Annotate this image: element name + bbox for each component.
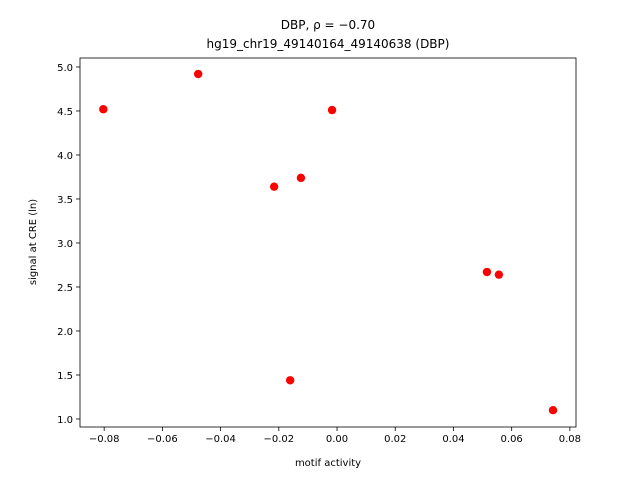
x-tick-label: 0.04 [442, 434, 464, 445]
y-tick-label: 3.5 [57, 195, 73, 206]
x-tick-label: −0.02 [263, 434, 294, 445]
point [296, 173, 306, 183]
y-tick-label: 4.5 [57, 107, 73, 118]
x-axis-label: motif activity [295, 458, 361, 469]
point [327, 105, 337, 115]
y-tick-label: 2.0 [57, 327, 73, 338]
y-tick-label: 1.5 [57, 371, 73, 382]
x-tick-label: 0.06 [501, 434, 523, 445]
y-tick-label: 1.0 [57, 415, 73, 426]
x-tick-label: −0.04 [205, 434, 236, 445]
y-tick-label: 4.0 [57, 151, 73, 162]
x-tick-label: −0.06 [147, 434, 178, 445]
y-tick-label: 2.5 [57, 283, 73, 294]
chart-subtitle: hg19_chr19_49140164_49140638 (DBP) [207, 37, 450, 51]
point [99, 105, 108, 114]
point [285, 376, 295, 385]
x-tick-label: 0.00 [326, 434, 348, 445]
point [193, 69, 203, 79]
chart-title: DBP, ρ = −0.70 [281, 18, 375, 32]
point [494, 270, 504, 279]
plot-frame [79, 57, 577, 428]
point [482, 267, 492, 277]
y-tick-label: 5.0 [57, 63, 73, 74]
x-tick-label: −0.08 [89, 434, 120, 445]
point [548, 405, 558, 415]
y-axis-label: signal at CRE (ln) [28, 199, 39, 285]
x-tick-label: 0.08 [559, 434, 581, 445]
point [269, 182, 279, 191]
y-tick-label: 3.0 [57, 239, 73, 250]
x-tick-label: 0.02 [384, 434, 406, 445]
